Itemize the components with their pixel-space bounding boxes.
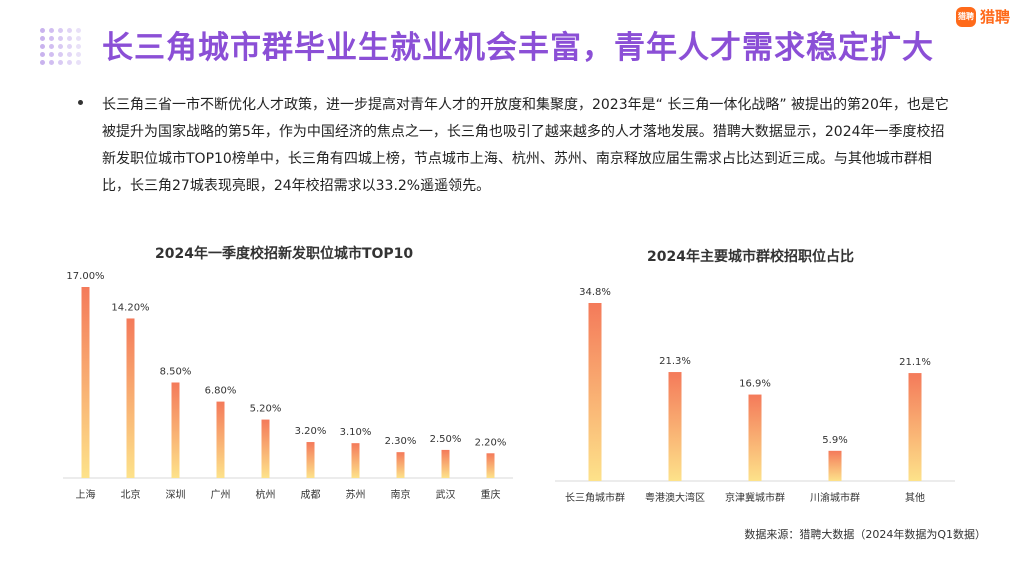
bar xyxy=(306,442,315,478)
brand-logo: 猎聘 猎聘 xyxy=(955,6,1010,27)
category-label: 杭州 xyxy=(256,488,276,501)
category-label: 京津冀城市群 xyxy=(725,491,785,504)
bar-value-label: 5.9% xyxy=(822,435,847,446)
decorative-dot xyxy=(76,60,81,65)
data-source: 数据来源：猎聘大数据（2024年数据为Q1数据） xyxy=(744,528,986,541)
region-share-chart: 34.8% 长三角城市群 21.3% 粤港澳大湾区 16.9% 京津冀城市群 5.9% 川渝城… xyxy=(555,287,955,504)
decorative-dot xyxy=(58,36,63,41)
category-label: 深圳 xyxy=(166,489,186,501)
bar-value-label: 16.9% xyxy=(739,379,771,390)
decorative-dot xyxy=(58,52,63,57)
bar xyxy=(261,419,270,478)
summary-bullet: 长三角三省一市不断优化人才政策，进一步提高对青年人才的开放度和集聚度，2023年… xyxy=(78,92,958,200)
city-top10-chart: 17.00% 上海 14.20% 北京 8.50% 深圳 6.80% 广州 5.20% 杭州 3.2… xyxy=(63,271,513,501)
decorative-dot xyxy=(40,36,45,41)
decorative-dot xyxy=(76,52,81,57)
category-label: 武汉 xyxy=(436,488,456,501)
category-label: 北京 xyxy=(121,488,141,501)
bar xyxy=(441,449,450,478)
bar-value-label: 8.50% xyxy=(160,367,192,378)
bar-value-label: 2.20% xyxy=(475,437,507,448)
decorative-dot xyxy=(76,44,81,49)
decorative-dot xyxy=(49,28,54,33)
bar-value-label: 34.8% xyxy=(579,287,611,298)
logo-icon: 猎聘 xyxy=(955,6,976,27)
bar xyxy=(396,452,405,478)
bar xyxy=(171,382,180,478)
bar xyxy=(668,372,682,481)
decorative-dot xyxy=(58,44,63,49)
decorative-dots xyxy=(40,28,84,68)
decorative-dot xyxy=(40,52,45,57)
bar xyxy=(828,450,842,481)
category-label: 粤港澳大湾区 xyxy=(645,491,705,504)
decorative-dot xyxy=(67,52,72,57)
category-label: 苏州 xyxy=(346,488,366,501)
chart-title-right: 2024年主要城市群校招职位占比 xyxy=(647,249,854,265)
bar-value-label: 21.3% xyxy=(659,356,691,367)
page-title: 长三角城市群毕业生就业机会丰富，青年人才需求稳定扩大 xyxy=(102,30,934,66)
bar xyxy=(216,401,225,478)
bar-value-label: 2.30% xyxy=(385,436,417,447)
decorative-dot xyxy=(40,28,45,33)
logo-text: 猎聘 xyxy=(979,8,1010,26)
category-label: 上海 xyxy=(76,488,96,501)
decorative-dot xyxy=(76,36,81,41)
bar xyxy=(486,453,495,478)
decorative-dot xyxy=(67,44,72,49)
bar xyxy=(588,303,602,481)
category-label: 南京 xyxy=(391,488,411,501)
bar-value-label: 17.00% xyxy=(66,271,104,282)
bar xyxy=(351,443,360,478)
bullet-dot-icon xyxy=(78,100,83,105)
decorative-dot xyxy=(49,52,54,57)
bar-value-label: 21.1% xyxy=(899,357,931,368)
decorative-dot xyxy=(40,44,45,49)
chart-title-left: 2024年一季度校招新发职位城市TOP10 xyxy=(155,246,414,262)
category-label: 其他 xyxy=(905,491,925,504)
category-label: 广州 xyxy=(211,489,231,501)
bar-value-label: 3.10% xyxy=(340,427,372,438)
decorative-dot xyxy=(40,60,45,65)
bar xyxy=(908,373,922,481)
decorative-dot xyxy=(76,28,81,33)
bar-value-label: 2.50% xyxy=(430,434,462,445)
category-label: 成都 xyxy=(301,489,321,501)
bar-value-label: 5.20% xyxy=(250,404,282,415)
category-label: 重庆 xyxy=(481,488,501,501)
decorative-dot xyxy=(58,28,63,33)
decorative-dot xyxy=(67,36,72,41)
decorative-dot xyxy=(67,60,72,65)
bar-value-label: 14.20% xyxy=(111,302,149,313)
bar xyxy=(81,287,90,478)
category-label: 川渝城市群 xyxy=(810,491,860,504)
category-label: 长三角城市群 xyxy=(565,491,625,504)
decorative-dot xyxy=(58,60,63,65)
decorative-dot xyxy=(49,60,54,65)
summary-text: 长三角三省一市不断优化人才政策，进一步提高对青年人才的开放度和集聚度，2023年… xyxy=(102,97,949,194)
bar xyxy=(748,394,762,481)
decorative-dot xyxy=(67,28,72,33)
bar-value-label: 3.20% xyxy=(295,426,327,437)
decorative-dot xyxy=(49,44,54,49)
bar xyxy=(126,318,135,478)
decorative-dot xyxy=(49,36,54,41)
bar-value-label: 6.80% xyxy=(205,386,237,397)
